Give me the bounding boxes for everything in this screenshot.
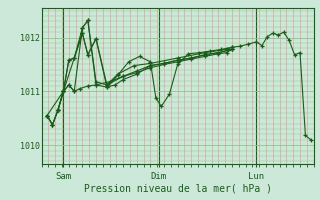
X-axis label: Pression niveau de la mer( hPa ): Pression niveau de la mer( hPa ) (84, 183, 272, 193)
